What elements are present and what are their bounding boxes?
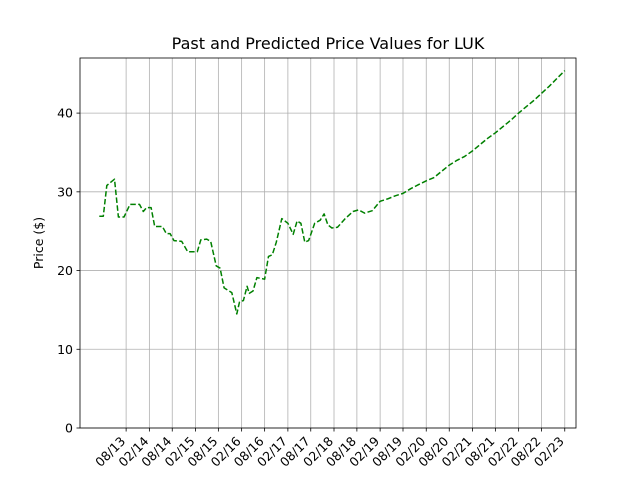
chart-title: Past and Predicted Price Values for LUK [172, 34, 485, 53]
y-tick-label: 40 [57, 106, 73, 121]
y-tick-label: 0 [65, 421, 73, 436]
y-tick-label: 20 [57, 263, 73, 278]
y-tick-label: 10 [57, 342, 73, 357]
grid-lines [80, 58, 576, 429]
y-axis-label: Price ($) [31, 217, 46, 269]
y-tick-label: 30 [57, 184, 73, 199]
price-series-line [99, 70, 566, 315]
plot-frame [79, 57, 577, 429]
series-layer [99, 70, 566, 315]
